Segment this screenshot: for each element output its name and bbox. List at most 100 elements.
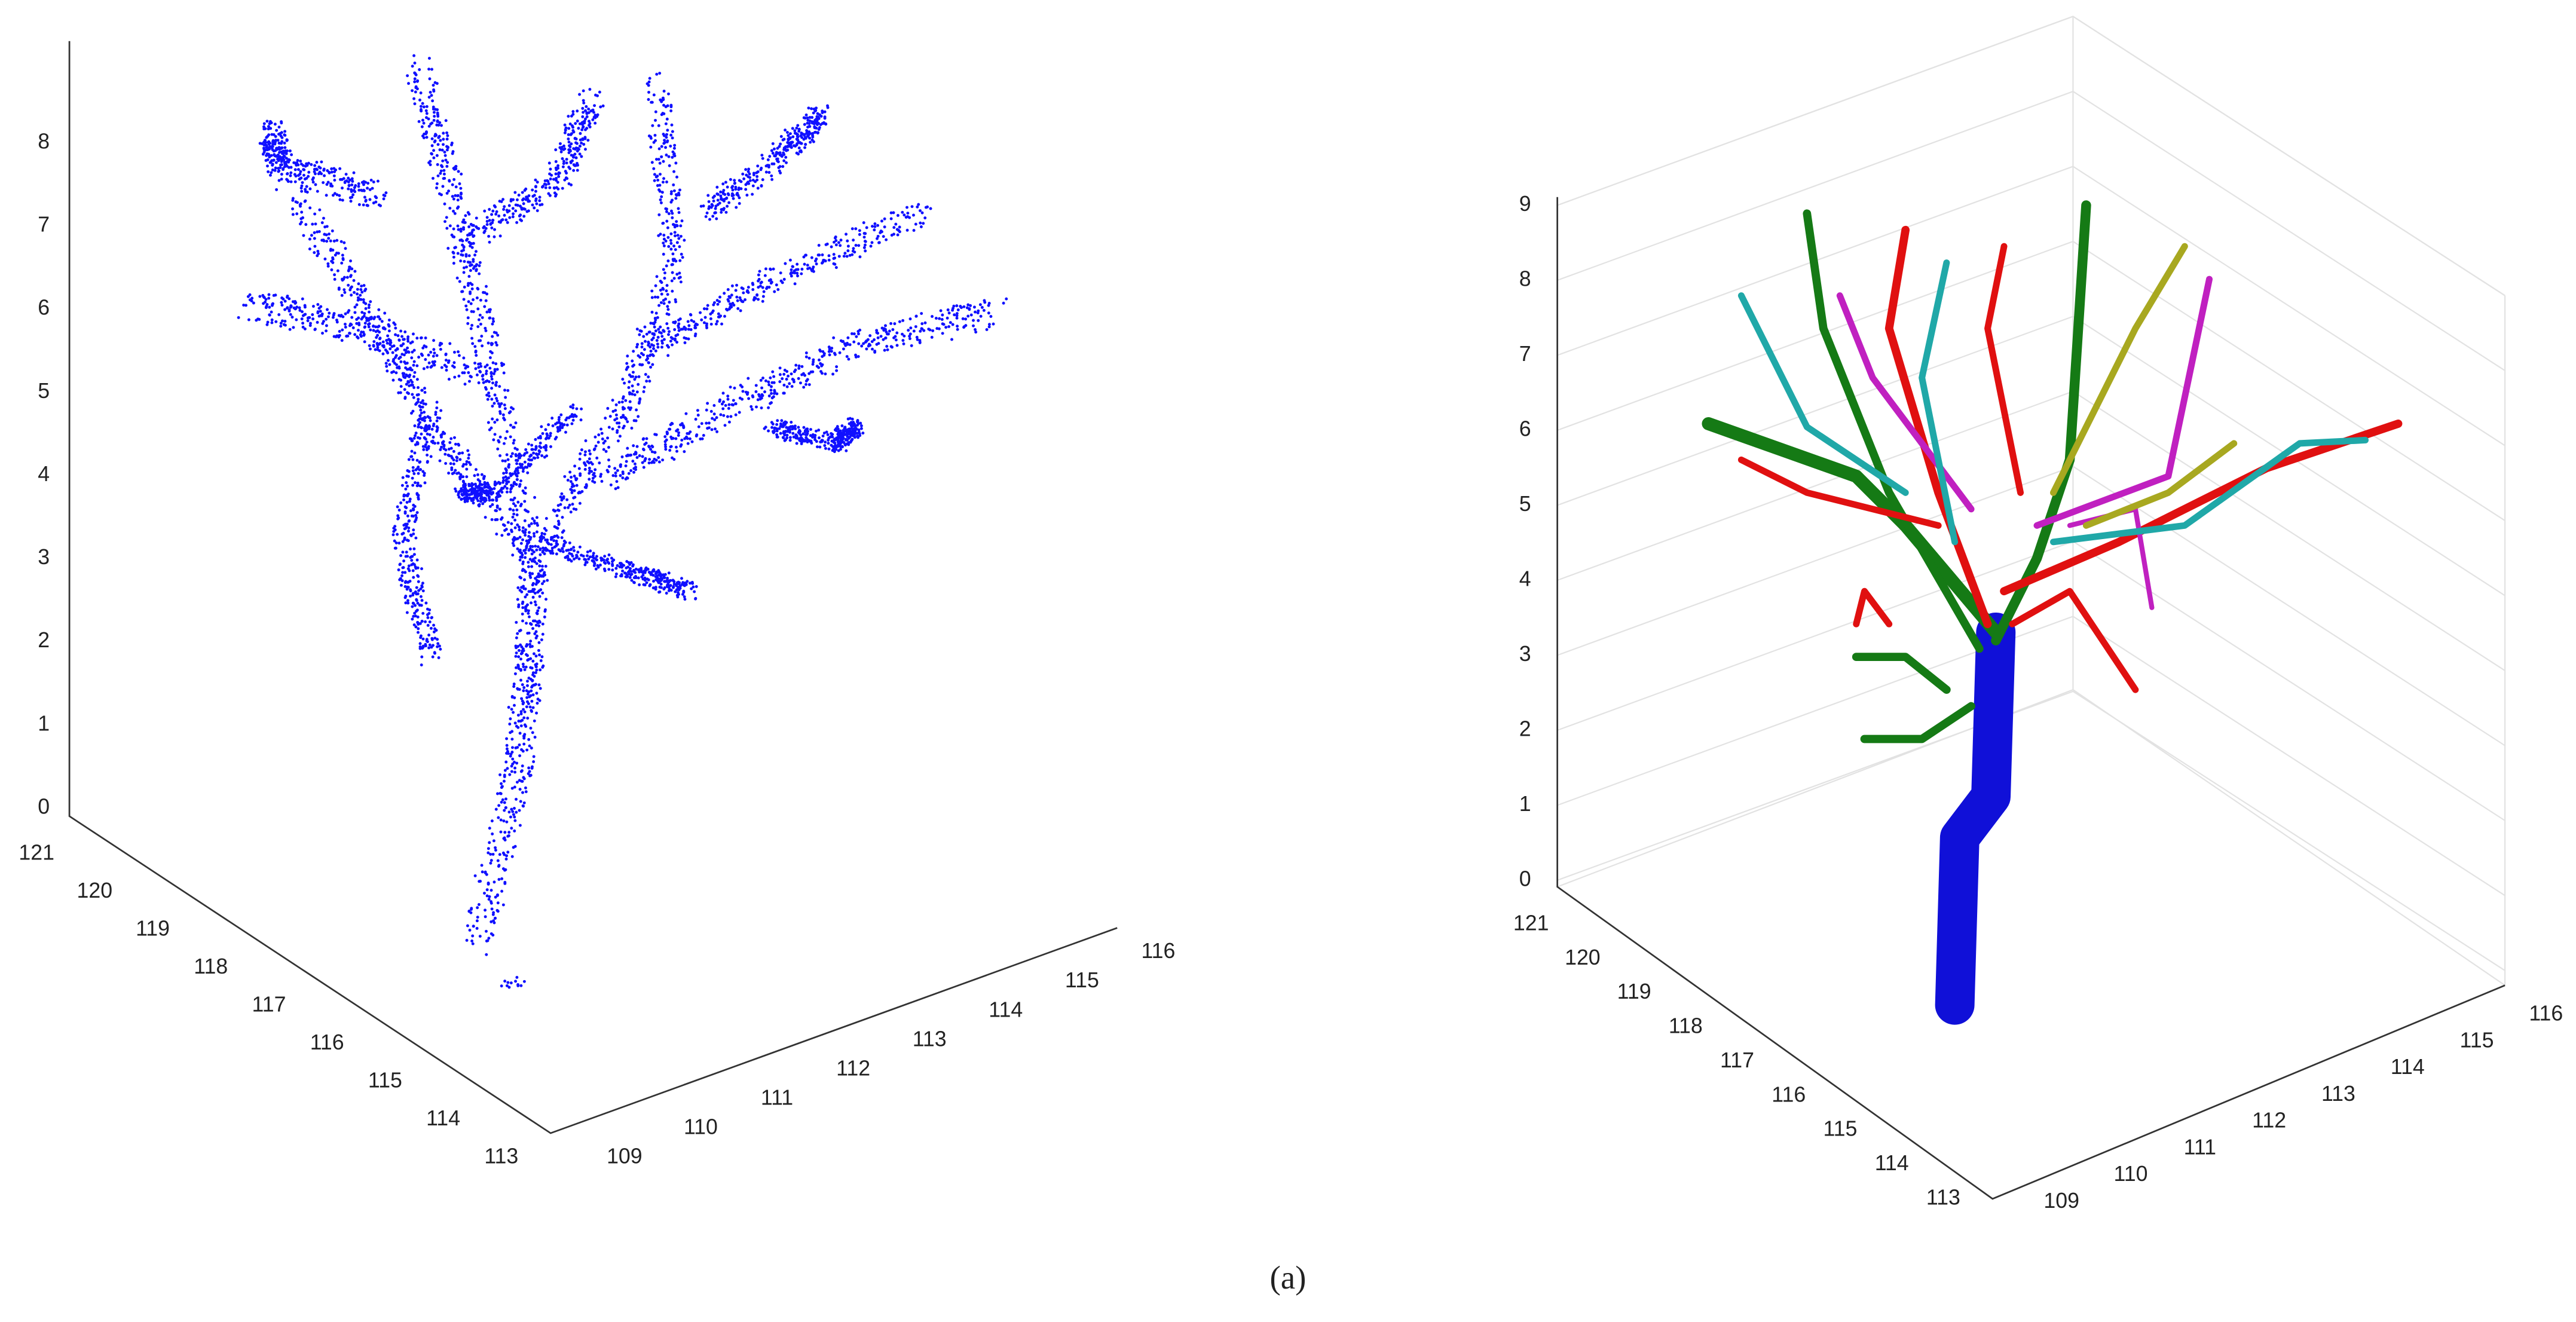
point: [414, 565, 417, 569]
point: [504, 760, 508, 764]
point: [411, 350, 414, 354]
point: [665, 592, 668, 595]
point: [862, 221, 865, 225]
point: [660, 335, 664, 338]
point: [469, 241, 472, 245]
point: [405, 475, 409, 478]
point: [771, 370, 775, 374]
point: [428, 643, 432, 647]
point: [526, 684, 529, 687]
point: [593, 447, 596, 451]
point: [277, 126, 281, 129]
point: [611, 409, 615, 413]
point: [665, 264, 668, 268]
point: [494, 384, 498, 387]
point: [660, 292, 663, 296]
point: [524, 790, 528, 794]
point: [376, 315, 380, 319]
point: [812, 270, 815, 273]
point: [369, 316, 373, 319]
point: [898, 225, 901, 229]
point: [521, 779, 524, 783]
point: [525, 705, 528, 709]
point: [503, 773, 506, 777]
point: [835, 365, 839, 369]
point: [664, 122, 668, 126]
point: [647, 80, 651, 84]
point: [443, 452, 447, 456]
point: [678, 271, 681, 275]
point: [665, 312, 669, 316]
point: [355, 303, 359, 307]
point: [519, 218, 522, 222]
point: [674, 259, 678, 263]
point: [258, 142, 262, 145]
point: [700, 318, 703, 322]
point: [718, 300, 721, 304]
point: [432, 348, 436, 351]
point: [416, 601, 420, 605]
point: [391, 360, 395, 363]
point: [483, 291, 487, 295]
point: [508, 723, 512, 726]
point: [421, 102, 424, 105]
point: [509, 455, 513, 458]
point: [283, 133, 286, 137]
point: [371, 325, 375, 328]
point: [267, 142, 271, 146]
point: [656, 335, 660, 339]
point: [448, 206, 452, 210]
point: [413, 371, 417, 374]
point: [474, 489, 478, 492]
point: [296, 158, 299, 162]
point: [882, 338, 885, 341]
point: [555, 514, 559, 518]
point: [442, 172, 446, 176]
point: [669, 103, 673, 107]
point: [429, 455, 433, 458]
point: [335, 193, 339, 197]
point: [341, 277, 344, 281]
point: [607, 465, 611, 469]
point: [405, 481, 408, 485]
point: [532, 451, 536, 455]
point: [337, 252, 340, 255]
point: [286, 149, 289, 152]
point: [684, 412, 688, 415]
point: [671, 343, 674, 347]
point: [507, 411, 511, 415]
point: [824, 372, 827, 376]
point: [350, 188, 353, 191]
point: [262, 296, 266, 299]
point: [461, 221, 464, 224]
point: [662, 177, 666, 180]
point: [558, 426, 562, 430]
point: [342, 177, 345, 180]
point: [719, 190, 723, 194]
point: [531, 595, 535, 599]
point: [504, 467, 507, 470]
point: [663, 435, 667, 439]
point: [510, 787, 514, 790]
point: [528, 642, 532, 646]
point: [457, 374, 461, 378]
point: [290, 153, 293, 157]
point: [809, 370, 813, 374]
point: [715, 192, 719, 195]
point: [528, 537, 532, 541]
point: [731, 188, 735, 192]
point: [440, 148, 444, 152]
point: [554, 172, 558, 176]
point: [773, 388, 776, 392]
point: [530, 686, 534, 689]
point: [722, 400, 726, 403]
point: [368, 188, 372, 191]
point: [505, 820, 509, 824]
point: [746, 289, 749, 292]
point: [467, 457, 470, 460]
point: [647, 375, 650, 379]
point: [333, 170, 336, 173]
point: [456, 198, 460, 202]
point: [362, 203, 365, 207]
